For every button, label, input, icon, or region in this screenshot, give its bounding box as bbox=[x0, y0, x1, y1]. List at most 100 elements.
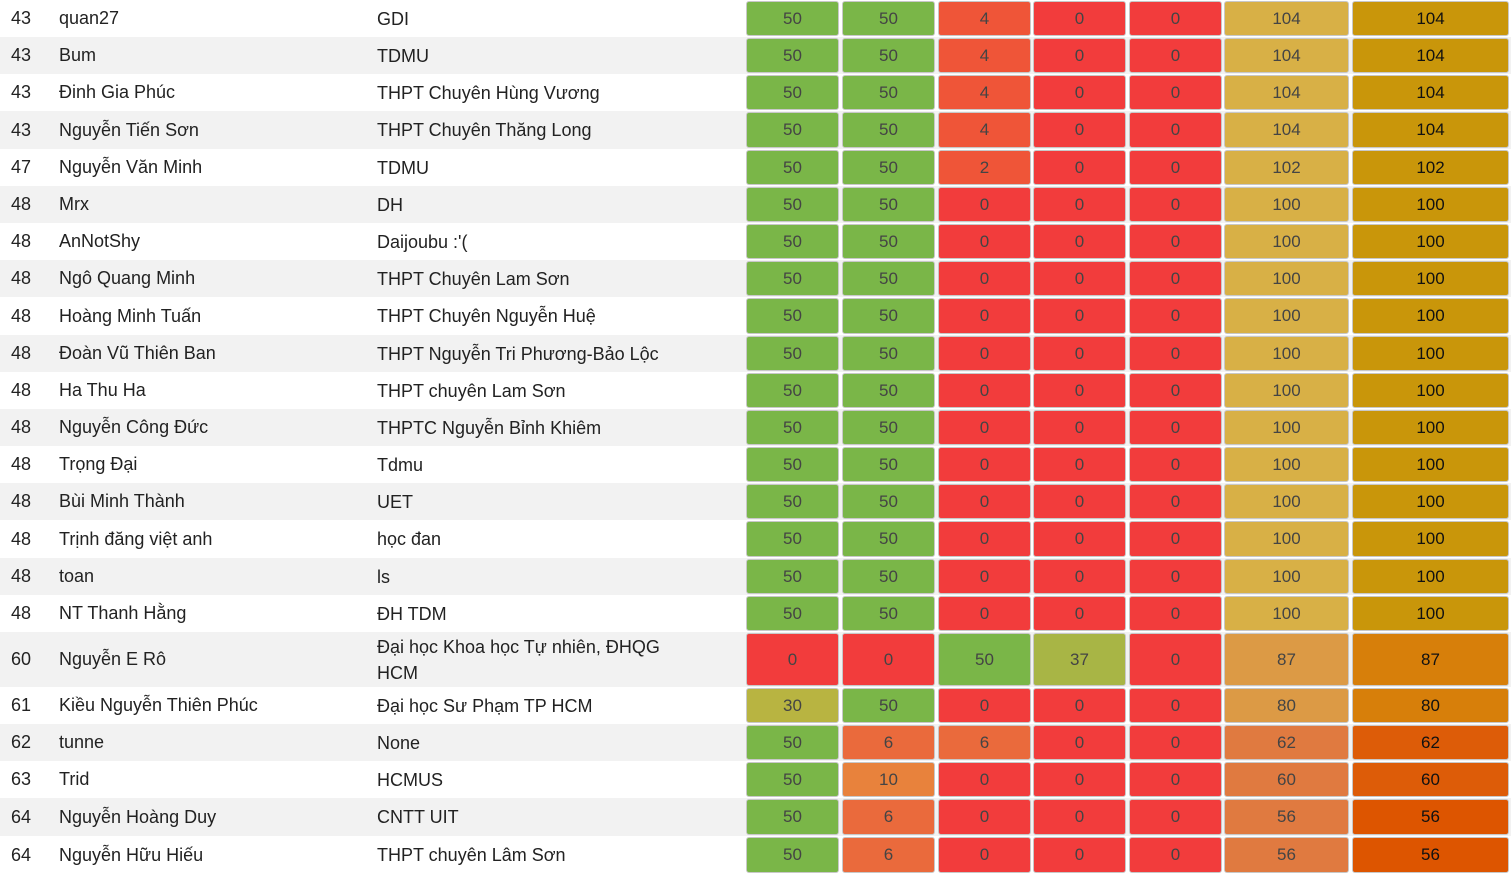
problem-score-cell[interactable]: 50 bbox=[746, 373, 839, 408]
contestant-name[interactable]: NT Thanh Hằng bbox=[59, 603, 187, 623]
contestant-name[interactable]: Trịnh đăng việt anh bbox=[59, 528, 213, 549]
problem-score-cell[interactable]: 0 bbox=[1033, 150, 1126, 185]
problem-score-cell[interactable]: 50 bbox=[842, 688, 935, 723]
contestant-name[interactable]: quan27 bbox=[59, 8, 120, 28]
problem-score-cell[interactable]: 0 bbox=[1033, 75, 1126, 110]
problem-score-cell[interactable]: 0 bbox=[938, 336, 1031, 371]
problem-score-cell[interactable]: 0 bbox=[938, 484, 1031, 519]
contestant-name[interactable]: Nguyễn Hữu Hiếu bbox=[59, 844, 204, 865]
problem-score-cell[interactable]: 0 bbox=[938, 837, 1031, 873]
problem-score-cell[interactable]: 0 bbox=[1129, 837, 1222, 873]
problem-score-cell[interactable]: 50 bbox=[842, 112, 935, 148]
problem-score-cell[interactable]: 2 bbox=[938, 150, 1031, 185]
problem-score-cell[interactable]: 50 bbox=[746, 224, 839, 259]
problem-score-cell[interactable]: 0 bbox=[938, 447, 1031, 482]
problem-score-cell[interactable]: 50 bbox=[746, 410, 839, 445]
problem-score-cell[interactable]: 50 bbox=[746, 484, 839, 519]
problem-score-cell[interactable]: 50 bbox=[746, 799, 839, 835]
problem-score-cell[interactable]: 0 bbox=[1129, 373, 1222, 408]
problem-score-cell[interactable]: 50 bbox=[842, 596, 935, 631]
problem-score-cell[interactable]: 6 bbox=[842, 725, 935, 760]
problem-score-cell[interactable]: 50 bbox=[842, 410, 935, 445]
problem-score-cell[interactable]: 0 bbox=[1129, 38, 1222, 73]
problem-score-cell[interactable]: 0 bbox=[1129, 484, 1222, 519]
problem-score-cell[interactable]: 50 bbox=[842, 559, 935, 594]
problem-score-cell[interactable]: 0 bbox=[1033, 336, 1126, 371]
problem-score-cell[interactable]: 50 bbox=[746, 150, 839, 185]
problem-score-cell[interactable]: 0 bbox=[842, 633, 935, 686]
contestant-name[interactable]: Đoàn Vũ Thiên Ban bbox=[59, 343, 216, 363]
problem-score-cell[interactable]: 4 bbox=[938, 75, 1031, 110]
problem-score-cell[interactable]: 0 bbox=[938, 224, 1031, 259]
problem-score-cell[interactable]: 0 bbox=[1129, 261, 1222, 296]
problem-score-cell[interactable]: 50 bbox=[842, 187, 935, 222]
problem-score-cell[interactable]: 0 bbox=[1033, 187, 1126, 222]
problem-score-cell[interactable]: 0 bbox=[1033, 762, 1126, 797]
problem-score-cell[interactable]: 0 bbox=[1033, 725, 1126, 760]
problem-score-cell[interactable]: 0 bbox=[1129, 336, 1222, 371]
problem-score-cell[interactable]: 0 bbox=[1129, 447, 1222, 482]
contestant-name[interactable]: Trọng Đại bbox=[59, 454, 138, 474]
problem-score-cell[interactable]: 0 bbox=[1033, 596, 1126, 631]
problem-score-cell[interactable]: 50 bbox=[746, 762, 839, 797]
problem-score-cell[interactable]: 0 bbox=[1033, 447, 1126, 482]
problem-score-cell[interactable]: 0 bbox=[1033, 688, 1126, 723]
problem-score-cell[interactable]: 0 bbox=[1129, 799, 1222, 835]
problem-score-cell[interactable]: 37 bbox=[1033, 633, 1126, 686]
problem-score-cell[interactable]: 0 bbox=[1129, 596, 1222, 631]
problem-score-cell[interactable]: 0 bbox=[1033, 112, 1126, 148]
problem-score-cell[interactable]: 50 bbox=[842, 261, 935, 296]
contestant-name[interactable]: toan bbox=[59, 566, 95, 586]
problem-score-cell[interactable]: 50 bbox=[842, 1, 935, 36]
problem-score-cell[interactable]: 30 bbox=[746, 688, 839, 723]
problem-score-cell[interactable]: 10 bbox=[842, 762, 935, 797]
contestant-name[interactable]: Trid bbox=[59, 769, 90, 789]
problem-score-cell[interactable]: 0 bbox=[1129, 224, 1222, 259]
problem-score-cell[interactable]: 50 bbox=[842, 75, 935, 110]
problem-score-cell[interactable]: 0 bbox=[1129, 725, 1222, 760]
contestant-name[interactable]: AnNotShy bbox=[59, 231, 141, 251]
problem-score-cell[interactable]: 0 bbox=[1129, 112, 1222, 148]
problem-score-cell[interactable]: 0 bbox=[1033, 261, 1126, 296]
problem-score-cell[interactable]: 0 bbox=[1033, 410, 1126, 445]
problem-score-cell[interactable]: 0 bbox=[1129, 559, 1222, 594]
contestant-name[interactable]: Nguyễn Tiến Sơn bbox=[59, 119, 199, 140]
problem-score-cell[interactable]: 50 bbox=[746, 38, 839, 73]
problem-score-cell[interactable]: 0 bbox=[938, 298, 1031, 334]
problem-score-cell[interactable]: 4 bbox=[938, 38, 1031, 73]
problem-score-cell[interactable]: 50 bbox=[746, 112, 839, 148]
problem-score-cell[interactable]: 50 bbox=[746, 298, 839, 334]
contestant-name[interactable]: Đinh Gia Phúc bbox=[59, 82, 176, 102]
problem-score-cell[interactable]: 50 bbox=[842, 298, 935, 334]
contestant-name[interactable]: Mrx bbox=[59, 194, 89, 214]
problem-score-cell[interactable]: 50 bbox=[842, 373, 935, 408]
problem-score-cell[interactable]: 0 bbox=[1033, 38, 1126, 73]
problem-score-cell[interactable]: 0 bbox=[938, 559, 1031, 594]
problem-score-cell[interactable]: 0 bbox=[938, 373, 1031, 408]
problem-score-cell[interactable]: 0 bbox=[938, 521, 1031, 557]
contestant-name[interactable]: Nguyễn Công Đức bbox=[59, 417, 209, 437]
problem-score-cell[interactable]: 4 bbox=[938, 1, 1031, 36]
contestant-name[interactable]: Hoàng Minh Tuấn bbox=[59, 305, 202, 326]
problem-score-cell[interactable]: 50 bbox=[842, 38, 935, 73]
problem-score-cell[interactable]: 50 bbox=[938, 633, 1031, 686]
problem-score-cell[interactable]: 0 bbox=[1129, 1, 1222, 36]
problem-score-cell[interactable]: 0 bbox=[1129, 521, 1222, 557]
problem-score-cell[interactable]: 0 bbox=[1129, 633, 1222, 686]
problem-score-cell[interactable]: 0 bbox=[938, 261, 1031, 296]
problem-score-cell[interactable]: 0 bbox=[1033, 1, 1126, 36]
problem-score-cell[interactable]: 50 bbox=[842, 484, 935, 519]
problem-score-cell[interactable]: 0 bbox=[1129, 298, 1222, 334]
problem-score-cell[interactable]: 50 bbox=[746, 837, 839, 873]
problem-score-cell[interactable]: 0 bbox=[1129, 410, 1222, 445]
problem-score-cell[interactable]: 0 bbox=[1129, 187, 1222, 222]
problem-score-cell[interactable]: 0 bbox=[938, 799, 1031, 835]
problem-score-cell[interactable]: 4 bbox=[938, 112, 1031, 148]
problem-score-cell[interactable]: 50 bbox=[746, 521, 839, 557]
problem-score-cell[interactable]: 50 bbox=[842, 521, 935, 557]
problem-score-cell[interactable]: 50 bbox=[746, 187, 839, 222]
problem-score-cell[interactable]: 50 bbox=[746, 725, 839, 760]
problem-score-cell[interactable]: 6 bbox=[938, 725, 1031, 760]
problem-score-cell[interactable]: 0 bbox=[938, 688, 1031, 723]
problem-score-cell[interactable]: 6 bbox=[842, 837, 935, 873]
